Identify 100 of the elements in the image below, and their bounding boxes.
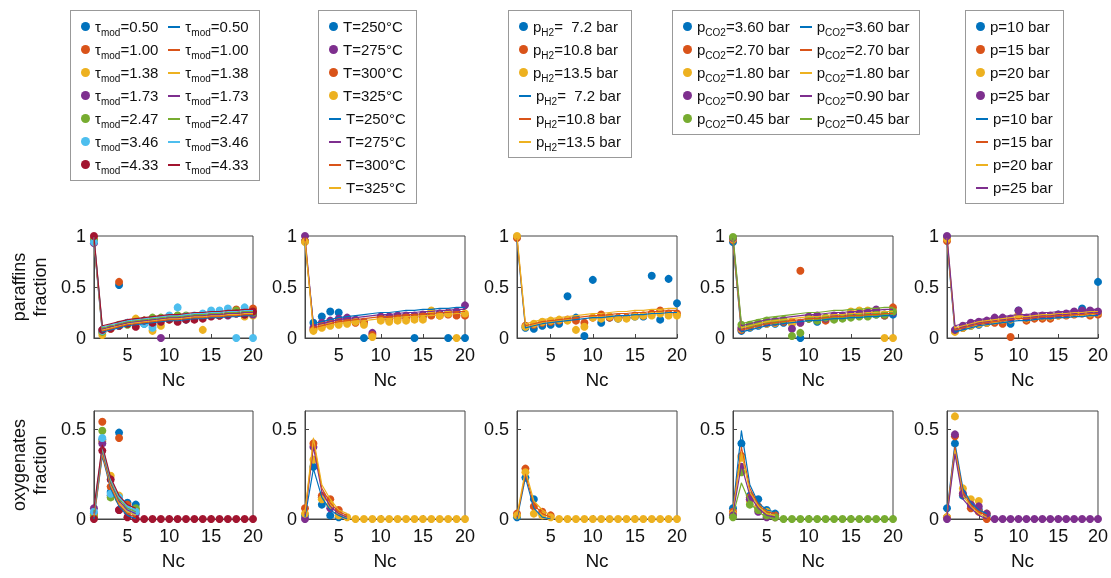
x-tick-label: 10 <box>1008 526 1029 546</box>
legend-label: p$_{CO2}$=3.60 bar <box>816 17 910 38</box>
y-tick-label: 0 <box>498 328 509 348</box>
legend-label: p=25 bar <box>993 178 1053 198</box>
legend-label: τ$_{mod}$=1.38 <box>185 63 249 84</box>
x-tick-label: 5 <box>333 345 344 365</box>
legend-label: p$_{H2}$=13.5 bar <box>536 132 621 153</box>
x-tick-label: 5 <box>973 526 984 546</box>
y-tick-label: 0.5 <box>271 419 297 439</box>
y-tick-label: 0 <box>75 328 86 348</box>
legend-label: τ$_{mod}$=1.00 <box>95 40 159 61</box>
x-tick-label: 10 <box>159 526 180 546</box>
x-axis-title: Nc <box>1010 369 1035 390</box>
legend-label: p$_{CO2}$=3.60 bar <box>697 17 790 38</box>
legend-label: p$_{CO2}$=2.70 bar <box>816 40 910 61</box>
x-tick-label: 5 <box>122 526 133 546</box>
legend-label: τ$_{mod}$=4.33 <box>185 155 249 176</box>
y-tick-label: 0.5 <box>60 277 86 297</box>
legend-label: p$_{CO2}$=1.80 bar <box>816 63 910 84</box>
x-tick-label: 20 <box>454 345 476 365</box>
legend-label: p$_{CO2}$=0.45 bar <box>816 109 910 130</box>
legend-label: p$_{CO2}$=0.90 bar <box>816 86 910 107</box>
legend-label: p$_{H2}$= 7.2 bar <box>536 86 621 107</box>
legend-label: p$_{H2}$= 7.2 bar <box>533 17 618 38</box>
y-tick-label: 1 <box>498 226 509 246</box>
y-tick-label: 0 <box>75 509 86 529</box>
legend-label: p$_{H2}$=10.8 bar <box>536 109 621 130</box>
legend-label: T=275°C <box>346 132 406 152</box>
legend-label: τ$_{mod}$=2.47 <box>95 109 159 130</box>
y-tick-label: 1 <box>714 226 725 246</box>
x-axis-title: Nc <box>585 369 609 390</box>
legend-label: T=275°C <box>343 40 403 60</box>
legend-label: p=15 bar <box>990 40 1050 60</box>
x-tick-label: 10 <box>370 345 391 365</box>
x-axis-title: Nc <box>801 550 825 571</box>
legend-label: T=300°C <box>343 63 403 83</box>
y-tick-label: 0.5 <box>699 277 725 297</box>
x-tick-label: 20 <box>1087 345 1108 365</box>
x-tick-label: 20 <box>666 526 688 546</box>
x-axis-title: Nc <box>161 369 186 390</box>
legend-label: τ$_{mod}$=3.46 <box>95 132 159 153</box>
y-tick-label: 0.5 <box>913 419 939 439</box>
legend-label: τ$_{mod}$=4.33 <box>95 155 159 176</box>
x-tick-label: 20 <box>454 526 476 546</box>
x-tick-label: 15 <box>840 345 861 365</box>
legend-label: p$_{CO2}$=0.90 bar <box>697 86 790 107</box>
x-axis-title: Nc <box>801 369 825 390</box>
legend-label: τ$_{mod}$=1.73 <box>95 86 159 107</box>
x-axis-title: Nc <box>585 550 609 571</box>
x-axis-title: Nc <box>373 550 397 571</box>
x-tick-label: 10 <box>159 345 180 365</box>
legend-label: p$_{CO2}$=1.80 bar <box>697 63 790 84</box>
legend-label: τ$_{mod}$=0.50 <box>185 17 249 38</box>
x-tick-label: 10 <box>582 526 603 546</box>
legend-label: T=250°C <box>346 109 406 129</box>
legend-label: T=300°C <box>346 155 406 175</box>
y-tick-label: 0 <box>928 328 939 348</box>
x-tick-label: 15 <box>201 345 222 365</box>
x-tick-label: 15 <box>201 526 222 546</box>
x-tick-label: 10 <box>1008 345 1029 365</box>
x-tick-label: 5 <box>122 345 133 365</box>
y-tick-label: 1 <box>928 226 939 246</box>
y-tick-label: 0 <box>714 328 725 348</box>
y-tick-label: 1 <box>286 226 297 246</box>
y-tick-label: 0 <box>286 328 297 348</box>
legend-label: p=10 bar <box>990 17 1050 37</box>
legend-label: T=325°C <box>343 86 403 106</box>
y-tick-label: 0.5 <box>913 277 939 297</box>
legend-label: p=25 bar <box>990 86 1050 106</box>
y-tick-label: 0 <box>714 509 725 529</box>
x-tick-label: 20 <box>1087 526 1108 546</box>
legend-label: p=15 bar <box>993 132 1053 152</box>
legend-label: τ$_{mod}$=2.47 <box>185 109 249 130</box>
legend-label: τ$_{mod}$=1.00 <box>185 40 249 61</box>
x-tick-label: 20 <box>882 345 904 365</box>
y-tick-label: 0.5 <box>483 277 509 297</box>
x-tick-label: 15 <box>412 526 433 546</box>
legend-label: p$_{H2}$=13.5 bar <box>533 63 618 84</box>
x-tick-label: 5 <box>545 526 556 546</box>
x-tick-label: 15 <box>1048 526 1069 546</box>
x-tick-label: 15 <box>1048 345 1069 365</box>
legend-label: p$_{CO2}$=2.70 bar <box>697 40 790 61</box>
y-axis-title: oxygenates fraction <box>8 418 50 512</box>
x-tick-label: 15 <box>412 345 433 365</box>
x-tick-label: 15 <box>840 526 861 546</box>
legend-label: τ$_{mod}$=3.46 <box>185 132 249 153</box>
x-tick-label: 20 <box>242 345 264 365</box>
x-axis-title: Nc <box>161 550 186 571</box>
y-tick-label: 1 <box>75 226 86 246</box>
y-tick-label: 0.5 <box>483 419 509 439</box>
x-axis-title: Nc <box>1010 550 1035 571</box>
legend-label: τ$_{mod}$=1.73 <box>185 86 249 107</box>
legend-label: p=20 bar <box>993 155 1053 175</box>
x-axis-title: Nc <box>373 369 397 390</box>
y-tick-label: 0.5 <box>60 419 86 439</box>
x-tick-label: 15 <box>624 526 645 546</box>
x-tick-label: 10 <box>582 345 603 365</box>
x-tick-label: 20 <box>882 526 904 546</box>
y-tick-label: 0.5 <box>699 419 725 439</box>
legend-label: p$_{H2}$=10.8 bar <box>533 40 618 61</box>
